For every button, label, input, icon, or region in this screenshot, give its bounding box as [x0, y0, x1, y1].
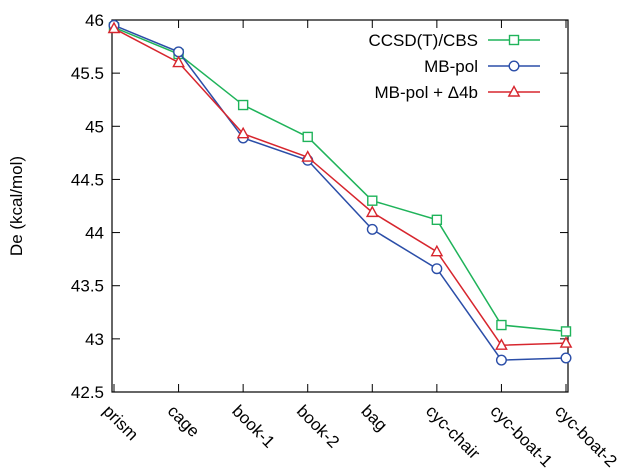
data-point — [173, 46, 185, 58]
series-line — [113, 27, 567, 346]
data-point — [366, 223, 378, 235]
data-point — [496, 319, 507, 331]
y-tick-label: 45 — [85, 117, 104, 136]
series-triangle — [107, 21, 573, 350]
y-tick-label: 45.5 — [71, 64, 104, 83]
legend-label: MB-pol — [424, 57, 478, 76]
data-point — [107, 21, 121, 34]
plot-frame — [111, 19, 569, 393]
data-point — [172, 55, 185, 68]
x-tick-label: bag — [357, 401, 390, 434]
y-tick-label: 43 — [85, 330, 104, 349]
x-tick-label: cyc-boat-1 — [487, 401, 557, 471]
series-circle — [108, 19, 572, 366]
data-point — [559, 336, 573, 348]
y-tick-label: 46 — [85, 11, 104, 30]
y-tick-label: 44 — [85, 224, 104, 243]
data-point — [236, 126, 250, 139]
data-point — [365, 205, 379, 218]
legend: CCSD(T)/CBS MB-pol MB-pol + Δ4b — [368, 31, 540, 102]
series-layer — [107, 19, 573, 366]
y-tick-label: 42.5 — [71, 383, 104, 402]
x-tick-label: book-2 — [293, 401, 343, 451]
x-tick-label: prism — [99, 401, 142, 444]
data-point — [430, 244, 444, 257]
y-axis-ticks: 42.5 43 43.5 44 44.5 45 45.5 46 — [71, 11, 568, 402]
legend-label: MB-pol + Δ4b — [375, 83, 479, 102]
data-point — [495, 338, 508, 350]
data-point — [367, 195, 378, 206]
data-point — [301, 150, 315, 162]
x-tick-label: book-1 — [228, 401, 278, 451]
data-point — [560, 352, 572, 364]
data-point — [495, 354, 507, 366]
series-square — [108, 22, 572, 337]
data-point — [431, 214, 443, 226]
data-point — [302, 131, 313, 143]
legend-label: CCSD(T)/CBS — [368, 31, 478, 50]
x-axis-ticks: prism cage book-1 book-2 bag cyc-chair cyc-boa… — [99, 20, 621, 471]
legend-marker — [508, 34, 520, 46]
series-line — [113, 26, 567, 333]
legend-marker — [507, 85, 521, 97]
x-tick-label: cyc-chair — [422, 401, 484, 463]
y-tick-label: 43.5 — [71, 277, 104, 296]
data-point — [237, 99, 249, 111]
y-axis-title: De (kcal/mol) — [7, 156, 26, 256]
series-line — [113, 24, 567, 361]
legend-marker — [508, 60, 520, 72]
x-tick-label: cage — [164, 401, 204, 441]
data-point — [431, 263, 443, 275]
y-tick-label: 44.5 — [71, 170, 104, 189]
data-point — [560, 326, 572, 337]
x-tick-label: cyc-boat-2 — [551, 401, 621, 471]
